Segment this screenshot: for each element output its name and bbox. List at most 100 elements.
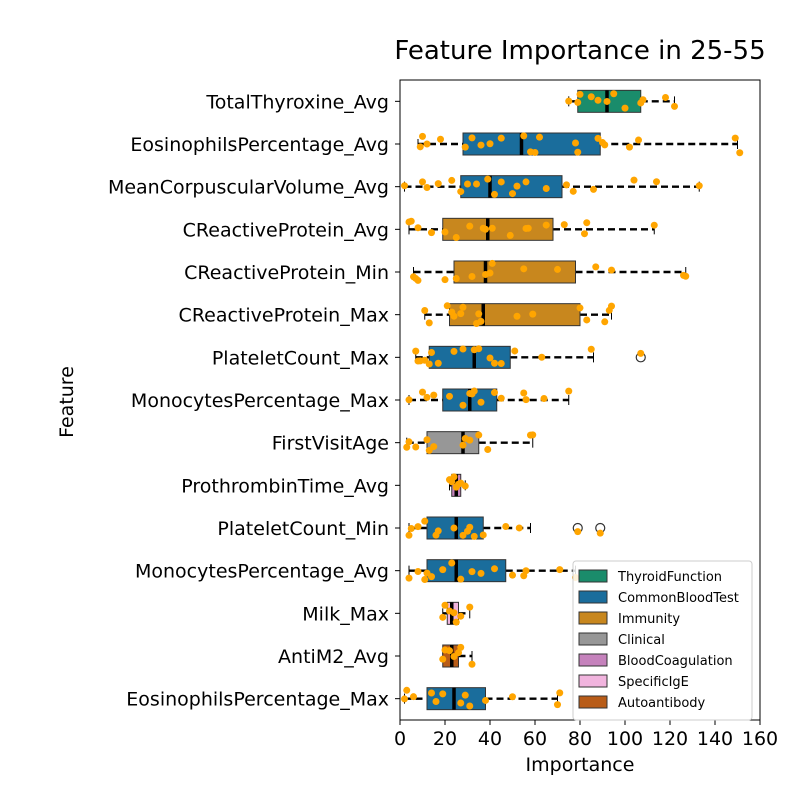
data-point xyxy=(457,612,465,620)
data-point xyxy=(470,532,478,540)
legend-swatch xyxy=(578,569,608,583)
data-point xyxy=(468,272,476,280)
data-point xyxy=(470,387,478,395)
data-point xyxy=(637,349,645,357)
data-point xyxy=(466,222,474,230)
data-point xyxy=(430,391,438,399)
data-point xyxy=(554,265,561,273)
data-point xyxy=(569,187,577,195)
data-point xyxy=(731,134,739,142)
legend: ThyroidFunction CommonBloodTest Immunity Cl… xyxy=(572,560,753,721)
data-point xyxy=(531,148,539,156)
data-point xyxy=(434,359,442,367)
data-point xyxy=(542,185,550,193)
data-point xyxy=(477,398,485,406)
data-point xyxy=(466,702,474,710)
data-point xyxy=(461,691,469,699)
x-tick-label: 100 xyxy=(607,728,643,750)
box-MeanCorpuscularVolume_Avg xyxy=(401,175,703,199)
data-point xyxy=(457,699,465,707)
data-point xyxy=(639,96,647,104)
data-point xyxy=(601,141,609,149)
legend-label: ThyroidFunction xyxy=(617,570,722,585)
data-point xyxy=(450,312,458,320)
data-point xyxy=(682,272,690,280)
data-point xyxy=(457,575,465,583)
data-point xyxy=(434,180,442,188)
legend-label: Autoantibody xyxy=(618,696,706,711)
data-point xyxy=(423,436,431,444)
data-point xyxy=(522,567,530,575)
legend-label: Immunity xyxy=(618,612,680,627)
x-tick-label: 60 xyxy=(523,728,547,750)
data-point xyxy=(459,401,467,409)
data-point xyxy=(491,389,498,397)
data-point xyxy=(403,443,411,451)
data-point xyxy=(459,303,467,311)
data-point xyxy=(414,523,422,531)
x-tick-label: 0 xyxy=(394,728,406,750)
data-point xyxy=(576,304,584,312)
data-point xyxy=(635,136,642,144)
x-tick-label: 40 xyxy=(478,728,502,750)
y-tick-label: CReactiveProtein_Min xyxy=(184,262,389,284)
data-point xyxy=(405,531,413,539)
data-point xyxy=(425,319,433,327)
legend-label: BloodCoagulation xyxy=(618,654,733,669)
y-tick-label: MeanCorpuscularVolume_Avg xyxy=(108,177,389,199)
data-point xyxy=(502,522,510,530)
data-point xyxy=(446,647,453,655)
data-point xyxy=(484,446,492,454)
legend-frame xyxy=(572,560,753,721)
data-point xyxy=(461,143,469,151)
data-point xyxy=(407,217,415,225)
data-point xyxy=(457,188,465,196)
data-point xyxy=(446,392,453,400)
x-tick-label: 140 xyxy=(697,728,733,750)
data-point xyxy=(608,266,615,274)
data-point xyxy=(448,559,456,567)
box-EosinophilsPercentage_Max xyxy=(401,686,564,711)
data-point xyxy=(560,221,568,229)
data-point xyxy=(621,104,629,112)
data-point xyxy=(574,528,582,536)
data-point xyxy=(538,353,546,361)
data-point xyxy=(452,618,460,626)
data-point xyxy=(468,568,476,576)
legend-label: CommonBloodTest xyxy=(618,591,739,606)
data-point xyxy=(452,234,460,242)
data-point xyxy=(529,431,537,439)
box-ProthrombinTime_Avg xyxy=(446,473,469,497)
data-point xyxy=(459,441,467,449)
data-point xyxy=(423,393,431,401)
data-point xyxy=(486,354,494,362)
data-point xyxy=(497,360,505,368)
data-point xyxy=(592,263,600,271)
data-point xyxy=(466,523,474,531)
data-point xyxy=(554,701,561,709)
data-point xyxy=(477,569,485,577)
y-tick-label: EosinophilsPercentage_Avg xyxy=(130,134,389,156)
data-point xyxy=(596,529,604,537)
data-point xyxy=(524,224,532,232)
box-CReactiveProtein_Max xyxy=(421,302,615,327)
y-tick-label: EosinophilsPercentage_Max xyxy=(126,689,389,711)
data-point xyxy=(563,181,570,189)
data-point xyxy=(452,274,460,282)
data-point xyxy=(529,310,537,318)
data-point xyxy=(556,566,564,574)
box-CReactiveProtein_Avg xyxy=(405,217,658,242)
data-point xyxy=(509,190,516,198)
data-point xyxy=(601,318,609,326)
data-point xyxy=(405,574,413,582)
data-point xyxy=(594,134,602,142)
y-tick-label: FirstVisitAge xyxy=(272,433,389,455)
data-point xyxy=(630,176,638,184)
x-tick-label: 20 xyxy=(433,728,457,750)
data-point xyxy=(468,660,476,668)
x-tick-label: 80 xyxy=(568,728,592,750)
data-point xyxy=(671,102,678,110)
data-point xyxy=(522,396,530,404)
data-point xyxy=(482,225,489,233)
